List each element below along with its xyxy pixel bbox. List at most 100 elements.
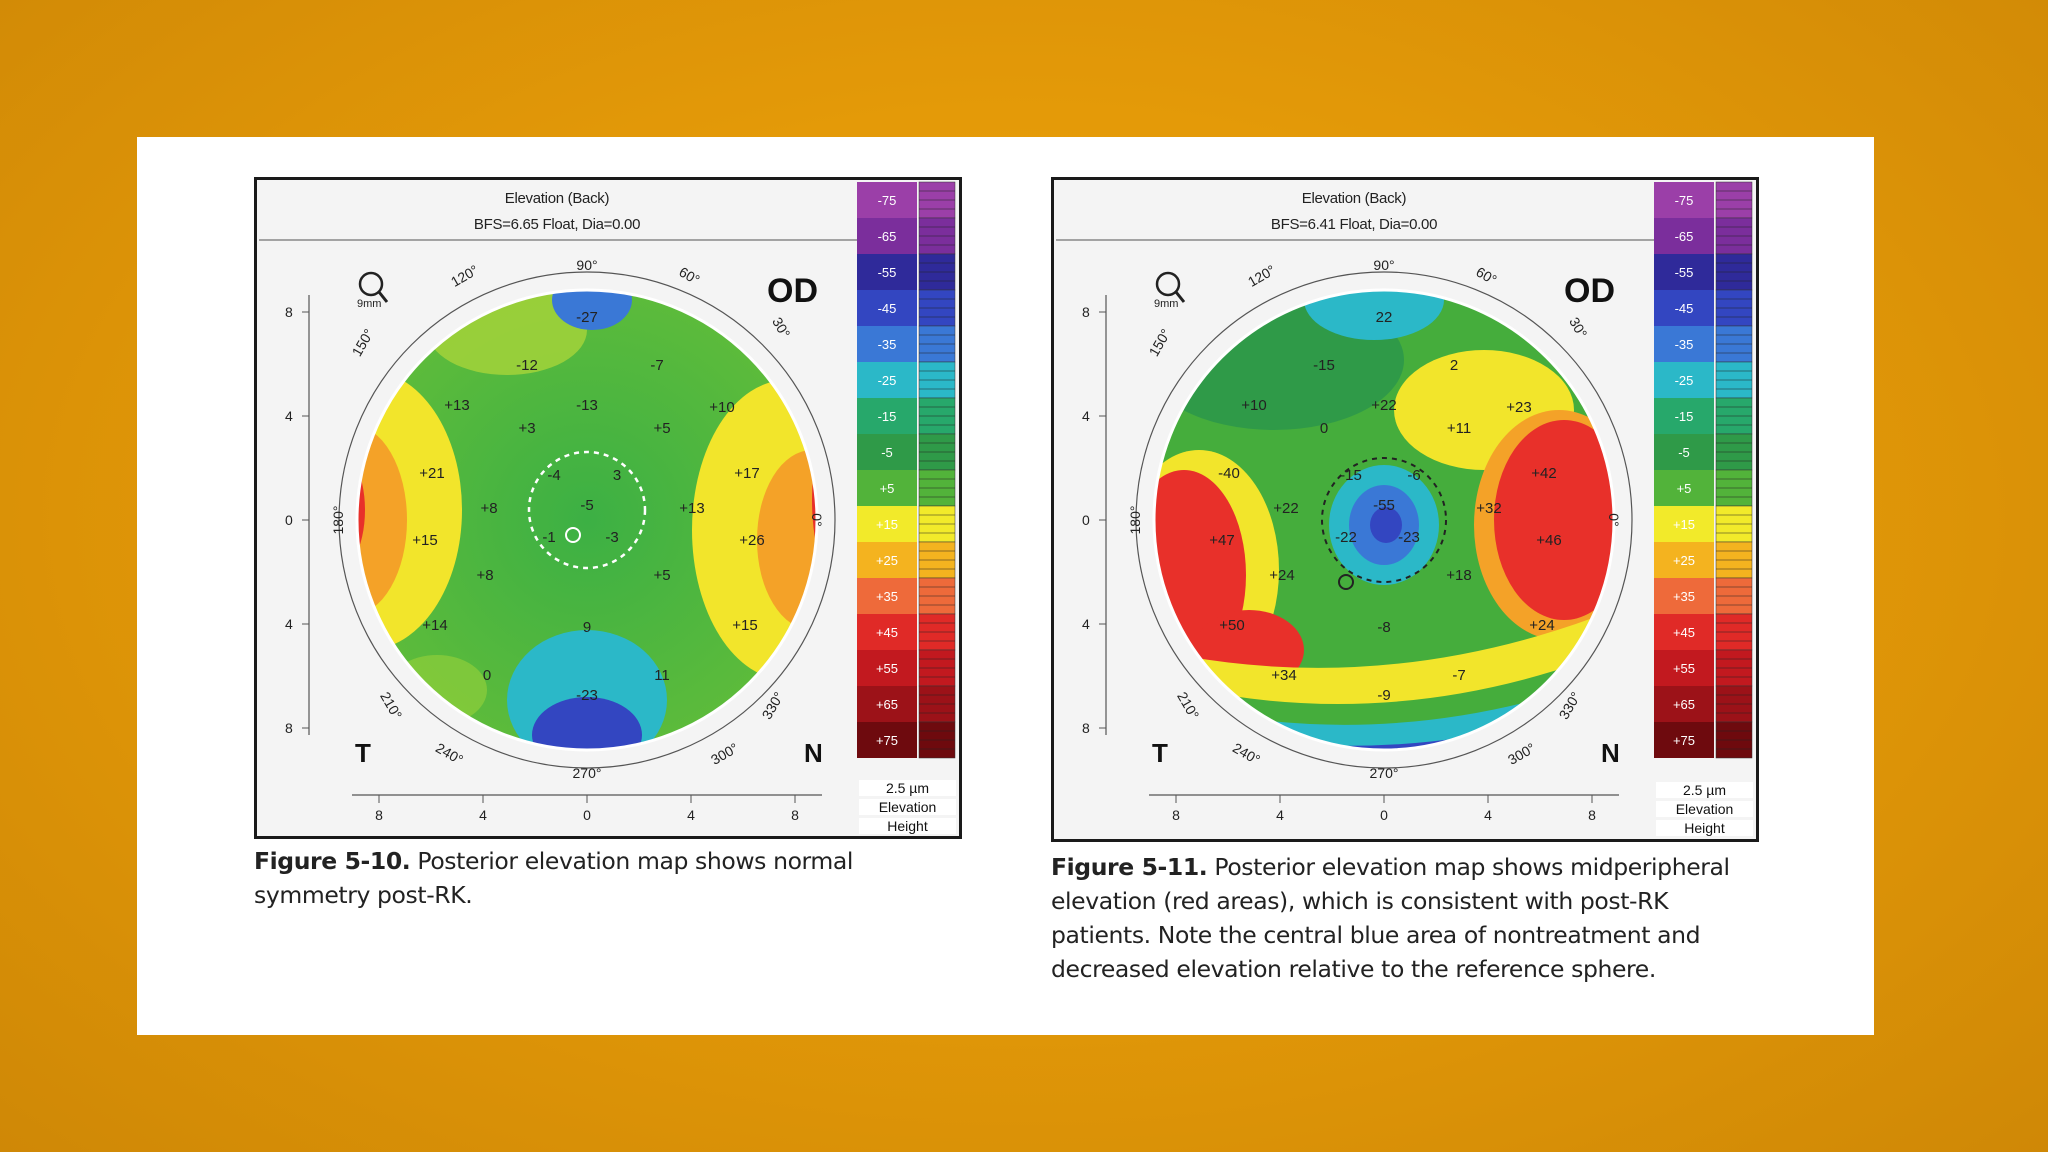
x-tick-label: 4 (1484, 807, 1492, 823)
colorbar-swatch (857, 722, 917, 758)
angle-label: 210° (1174, 689, 1202, 722)
angle-label: 30° (769, 314, 793, 340)
elevation-value: +26 (739, 532, 764, 549)
elevation-value: -5 (580, 497, 593, 514)
elevation-value: 2 (1450, 357, 1458, 374)
angle-label: 210° (377, 689, 405, 722)
colorbar-label: -75 (878, 193, 897, 208)
x-tick-label: 0 (1380, 807, 1388, 823)
elevation-value: +15 (732, 617, 757, 634)
colorbar-label: +15 (1673, 517, 1695, 532)
colorbar-label: -15 (878, 409, 897, 424)
document-page: -75 -65 -55 -45 -35 -25 -15 -5 +5 +15 +25 +35 +45 +55… (137, 137, 1874, 1035)
colorbar-swatch (1654, 722, 1714, 758)
colorbar-swatch (857, 506, 917, 542)
figure-caption-2: Figure 5-11. Posterior elevation map sho… (1051, 850, 1759, 986)
colorbar-swatch (1654, 686, 1714, 722)
angle-label: 270° (573, 765, 602, 781)
elevation-value: -3 (605, 529, 618, 546)
colorbar-swatch (1654, 614, 1714, 650)
colorbar-label: +55 (1673, 661, 1695, 676)
angle-label: 240° (1230, 739, 1263, 767)
elevation-value: -7 (650, 357, 663, 374)
colorbar-swatch (857, 254, 917, 290)
elevation-value: -13 (576, 397, 598, 414)
zoom-label: 9mm (357, 298, 382, 310)
angle-label: 120° (1245, 261, 1278, 289)
eye-label: OD (767, 272, 818, 310)
colorbar-label: -5 (1678, 445, 1690, 460)
angle-label: 150° (1145, 326, 1173, 359)
colorbar-swatch (857, 182, 917, 218)
elevation-value: +21 (419, 465, 444, 482)
colorbar-label: +25 (876, 553, 898, 568)
colorbar-label: -45 (878, 301, 897, 316)
colorbar-swatch (1654, 506, 1714, 542)
elevation-map-graphic-2: -75 -65 -55 -45 -35 -25 -15 -5 +5 +15 +25 +35 +45 +55… (1056, 181, 1753, 823)
y-tick-label: 4 (285, 616, 293, 632)
colorbar-label: +55 (876, 661, 898, 676)
colorbar-swatch (1654, 470, 1714, 506)
elevation-value: +13 (444, 397, 469, 414)
eye-label: OD (1564, 272, 1615, 310)
colorbar-label: +35 (1673, 589, 1695, 604)
colorbar-swatch (1654, 650, 1714, 686)
map-title: Elevation (Back) (1301, 190, 1407, 207)
colorbar-label: -75 (1675, 193, 1694, 208)
x-tick-label: 8 (375, 807, 383, 823)
temporal-label: T (355, 738, 371, 768)
angle-label: 300° (708, 739, 741, 767)
elevation-value: +32 (1476, 500, 1501, 517)
colorbar-label: -15 (1675, 409, 1694, 424)
nasal-label: N (804, 738, 823, 768)
elevation-value: +47 (1209, 532, 1234, 549)
elevation-value: 0 (483, 667, 491, 684)
angle-label: 120° (448, 261, 481, 289)
colorbar-label: +65 (876, 697, 898, 712)
y-tick-label: 8 (285, 304, 293, 320)
elevation-map-panel-2: -75 -65 -55 -45 -35 -25 -15 -5 +5 +15 +25 +35 +45 +55… (1051, 177, 1759, 842)
scale-type-label: Height (1656, 820, 1753, 836)
y-tick-label: 0 (1082, 512, 1090, 528)
elevation-value: +18 (1446, 567, 1471, 584)
caption-label: Figure 5-11. (1051, 853, 1208, 881)
scale-name-label: Elevation (859, 799, 956, 815)
colorbar-swatch (1654, 434, 1714, 470)
elevation-value: +17 (734, 465, 759, 482)
elevation-value: -23 (1398, 529, 1420, 546)
x-tick-label: 0 (583, 807, 591, 823)
angle-label: 60° (676, 263, 702, 287)
elevation-value: -6 (1407, 467, 1420, 484)
y-tick-label: 0 (285, 512, 293, 528)
angle-label: 30° (1566, 314, 1590, 340)
colorbar-swatch (1654, 218, 1714, 254)
elevation-value: +5 (653, 420, 670, 437)
angle-label: 150° (348, 326, 376, 359)
elevation-value: -12 (516, 357, 538, 374)
colorbar-label: +35 (876, 589, 898, 604)
elevation-value: +24 (1529, 617, 1554, 634)
elevation-value: +10 (709, 399, 734, 416)
colorbar-swatch (857, 614, 917, 650)
colorbar-label: -55 (878, 265, 897, 280)
elevation-value: -1 (542, 529, 555, 546)
elevation-value: +10 (1241, 397, 1266, 414)
elevation-value: +3 (518, 420, 535, 437)
elevation-value: -9 (1377, 687, 1390, 704)
colorbar-swatch (857, 290, 917, 326)
elevation-value: +14 (422, 617, 447, 634)
elevation-value: +22 (1273, 500, 1298, 517)
elevation-value: -15 (1340, 467, 1362, 484)
elevation-value: 3 (613, 467, 621, 484)
colorbar-label: +75 (1673, 733, 1695, 748)
angle-label: 90° (576, 257, 597, 273)
colorbar-swatch (1654, 578, 1714, 614)
colorbar-swatch (857, 650, 917, 686)
caption-text: Posterior elevation map shows normal sym… (254, 847, 854, 909)
elevation-value: +42 (1531, 465, 1556, 482)
y-tick-label: 8 (1082, 720, 1090, 736)
colorbar-swatch (1654, 398, 1714, 434)
elevation-value: -22 (1335, 529, 1357, 546)
elevation-value: -15 (1313, 357, 1335, 374)
colorbar-swatch (857, 686, 917, 722)
